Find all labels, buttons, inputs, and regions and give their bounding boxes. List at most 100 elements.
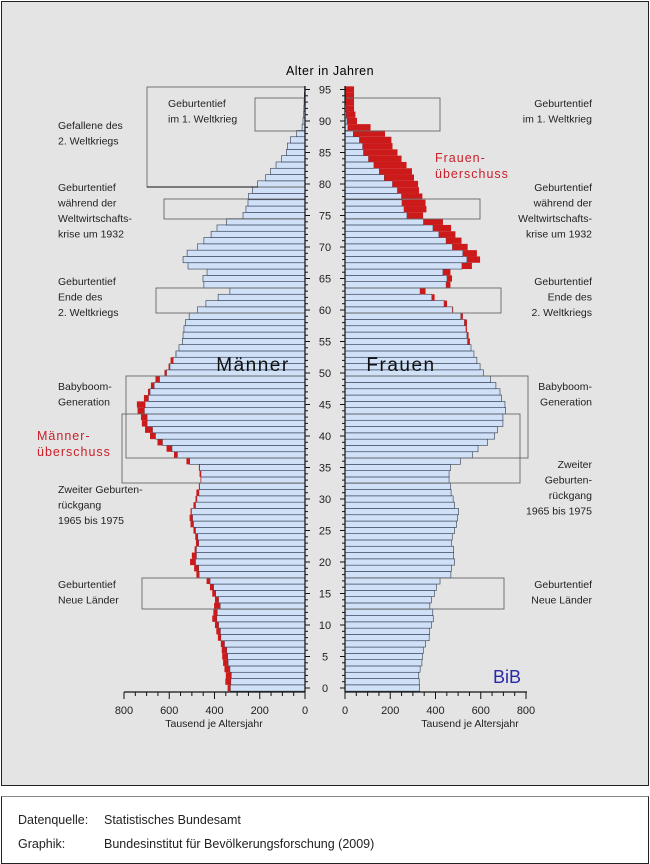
women-bar xyxy=(344,640,426,648)
men-surplus-bar xyxy=(141,420,148,427)
women-surplus-bar xyxy=(444,300,448,307)
men-bar xyxy=(146,419,306,427)
population-pyramid-chart: 0 5 10 15 20 25 30 35 40 45 50 55 60 65 70 75 80 85 90 95 0 0… xyxy=(37,64,593,730)
women-bar xyxy=(344,671,420,679)
right-annotation-line: Babyboom- xyxy=(538,381,592,393)
women-bar xyxy=(344,388,501,396)
men-bar xyxy=(286,149,306,156)
men-bar xyxy=(213,583,306,591)
women-bar xyxy=(344,476,450,484)
x-axis-label-left: Tausend je Altersjahr xyxy=(165,718,263,730)
women-bar xyxy=(344,590,435,597)
men-surplus-bar xyxy=(199,470,201,477)
women-bar xyxy=(344,331,468,339)
women-surplus-bar xyxy=(447,275,453,282)
women-bar xyxy=(344,608,434,616)
men-bar xyxy=(144,401,306,408)
men-bar xyxy=(230,671,306,679)
women-bar xyxy=(344,186,398,194)
women-surplus-bar xyxy=(431,294,435,301)
left-annotation-line: 2. Weltkriegs xyxy=(58,307,119,319)
men-surplus-bar xyxy=(206,577,210,585)
men-bar xyxy=(198,489,306,497)
women-bar xyxy=(344,344,472,352)
y-tick-label: 50 xyxy=(319,368,331,380)
women-surplus-bar xyxy=(467,338,470,345)
y-tick-label: 70 xyxy=(319,242,331,254)
men-bar xyxy=(218,596,306,604)
women-bar xyxy=(344,533,453,541)
y-tick-label: 20 xyxy=(319,557,331,569)
men-surplus-bar xyxy=(198,483,200,490)
right-annotation-line: Generation xyxy=(540,397,592,409)
women-bar xyxy=(344,615,434,623)
y-tick-label: 25 xyxy=(319,526,331,538)
women-bar xyxy=(344,155,369,163)
women-bar xyxy=(344,161,375,169)
left-annotation-line: Gefallene des xyxy=(58,120,123,132)
men-surplus-bar xyxy=(225,672,232,679)
men-surplus-bar xyxy=(214,596,219,603)
right-annotation-line: während der xyxy=(533,198,593,210)
women-bar xyxy=(344,237,447,245)
men-bar xyxy=(229,287,306,295)
men-bar xyxy=(186,249,306,257)
right-annotation-line: Geburtentief xyxy=(534,98,592,110)
women-bar xyxy=(344,571,452,579)
women-bar xyxy=(344,256,468,264)
women-bar xyxy=(344,306,453,314)
men-bar xyxy=(252,186,306,194)
women-bar xyxy=(344,149,364,156)
women-surplus-bar xyxy=(420,287,426,295)
men-bar xyxy=(219,602,306,610)
women-bar xyxy=(344,558,455,566)
right-annotation-line: Geburtentief xyxy=(534,276,592,288)
men-bar xyxy=(257,180,306,188)
men-surplus-bar xyxy=(213,609,218,616)
women-surplus-bar xyxy=(442,269,451,276)
men-bar xyxy=(188,312,306,320)
men-surplus-bar xyxy=(193,527,196,534)
y-tick-label: 35 xyxy=(319,463,331,475)
women-bar xyxy=(344,577,441,585)
men-bar xyxy=(205,300,306,308)
men-surplus-bar xyxy=(196,571,200,578)
men-surplus-bar xyxy=(164,369,167,377)
y-tick-label: 10 xyxy=(319,620,331,632)
women-surplus-bar xyxy=(452,243,468,251)
women-surplus-bar xyxy=(466,332,469,339)
women-bar xyxy=(344,646,424,654)
right-annotation-line: 2. Weltkriegs xyxy=(532,307,593,319)
right-annotation-line: Zweiter xyxy=(558,459,593,471)
men-bar xyxy=(196,545,306,553)
women-bar xyxy=(344,293,433,301)
men-bar xyxy=(203,237,306,245)
left-annotation-line: 1965 bis 1975 xyxy=(58,515,124,527)
women-bar xyxy=(344,552,454,560)
women-surplus-bar xyxy=(452,306,454,314)
women-surplus-label-2: überschuss xyxy=(435,167,509,181)
left-annotation-line: Ende des xyxy=(58,292,102,304)
y-tick-label: 90 xyxy=(319,116,331,128)
right-annotation-line: im 1. Weltkrieg xyxy=(523,114,592,126)
men-bar xyxy=(209,577,306,585)
men-surplus-bar xyxy=(150,432,156,440)
x-tick-label-left: 400 xyxy=(205,705,223,717)
women-bar xyxy=(344,319,465,327)
left-annotation-line: Geburtentief xyxy=(58,579,116,591)
men-bar xyxy=(203,281,306,289)
left-annotation-line: im 1. Weltkrieg xyxy=(168,114,237,126)
men-bar xyxy=(245,205,306,213)
men-bar xyxy=(195,527,306,534)
women-bar xyxy=(344,281,447,289)
men-surplus-bar xyxy=(140,413,148,421)
men-bar xyxy=(247,199,306,207)
x-tick-label-left: 0 xyxy=(302,705,308,717)
women-surplus-bar xyxy=(446,237,462,244)
men-surplus-bar xyxy=(191,552,197,559)
y-tick-label: 75 xyxy=(319,211,331,223)
women-bar xyxy=(344,438,488,446)
left-annotation-line: Weltwirtschafts- xyxy=(58,213,132,225)
women-bar xyxy=(344,602,431,610)
